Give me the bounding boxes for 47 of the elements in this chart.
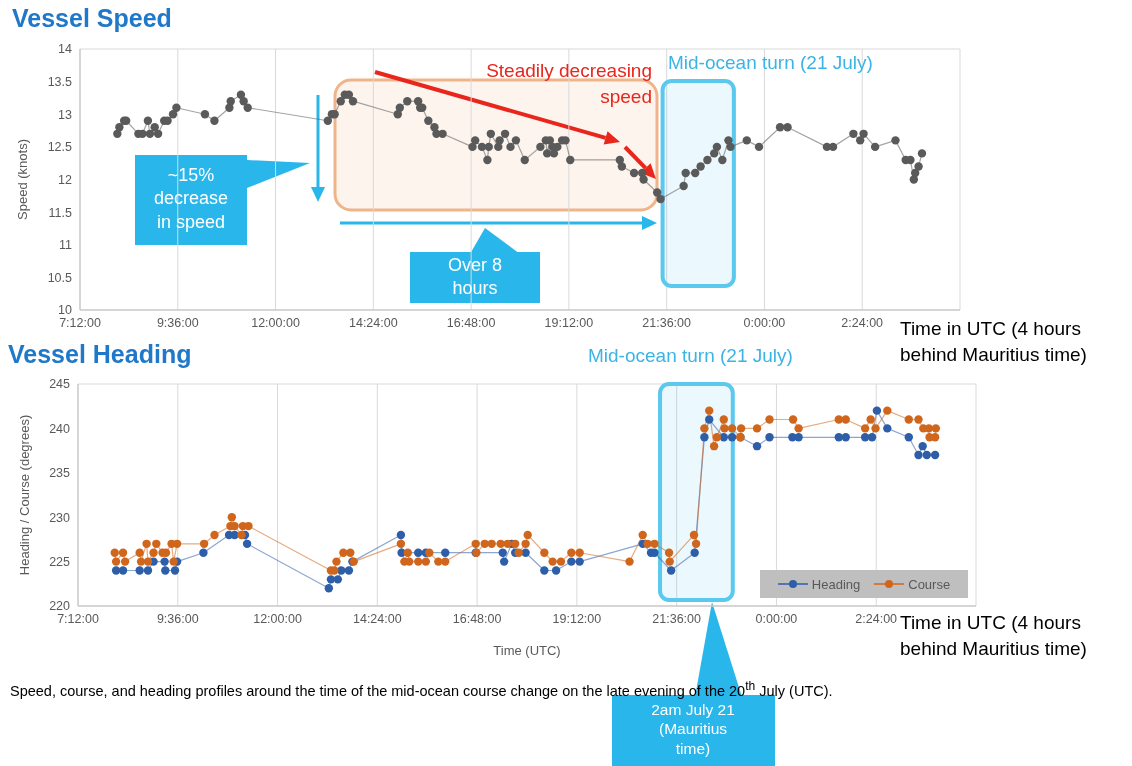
y-tick-label: 235	[49, 466, 71, 481]
x-tick-label: 16:48:00	[452, 611, 502, 626]
x-tick-label: 0:00:00	[755, 611, 798, 626]
band-label: Mid-ocean turn (21 July)	[588, 344, 794, 368]
legend-label: Heading	[810, 576, 861, 592]
legend-label: Course	[907, 576, 951, 592]
y-tick-label: 220	[49, 599, 71, 614]
y-tick-label: 12	[58, 172, 73, 187]
text: 2am July 21 (Mauritius time)	[650, 700, 736, 759]
x-tick-label: 9:36:00	[156, 315, 199, 330]
x-tick-label: 7:12:00	[57, 611, 99, 626]
chart-title: Vessel Heading	[8, 340, 192, 369]
x-tick-label: 12:00:00	[251, 315, 300, 330]
annotation: Steadily decreasing speed	[485, 59, 652, 109]
y-axis-title: Speed (knots)	[14, 139, 30, 220]
band-label: Mid-ocean turn (21 July)	[668, 51, 874, 75]
x-tick-label: 21:36:00	[652, 611, 702, 626]
text: Time in UTC (4 hours behind Mauritius time)	[900, 611, 1088, 661]
y-tick-label: 11	[59, 238, 73, 253]
x-tick-label: 19:12:00	[544, 315, 594, 330]
y-tick-label: 230	[49, 510, 71, 525]
x-tick-label: 9:36:00	[156, 611, 199, 626]
x-tick-label: 0:00:00	[743, 315, 786, 330]
y-tick-label: 12.5	[47, 140, 73, 155]
x-tick-label: 21:36:00	[642, 315, 692, 330]
x-axis-title: Time in UTC (4 hours behind Mauritius time)	[900, 317, 1088, 367]
x-tick-label: 2:24:00	[841, 315, 884, 330]
y-axis-title: Heading / Course (degrees)	[16, 414, 32, 576]
y-tick-label: 11.5	[48, 205, 73, 220]
y-tick-label: 245	[49, 377, 71, 392]
x-tick-label: 2:24:00	[855, 611, 898, 626]
x-axis-title: Time (UTC)	[492, 642, 562, 660]
x-tick-label: 14:24:00	[353, 611, 402, 626]
x-tick-label: 14:24:00	[349, 315, 398, 330]
annotation: Over 8 hours	[447, 254, 503, 301]
y-tick-label: 240	[49, 421, 71, 436]
x-tick-label: 19:12:00	[552, 611, 602, 626]
chart-title: Vessel Speed	[12, 4, 172, 33]
y-tick-label: 225	[49, 555, 71, 570]
x-tick-label: 16:48:00	[446, 315, 496, 330]
y-tick-label: 10.5	[47, 270, 73, 285]
x-tick-label: 12:00:00	[253, 611, 302, 626]
x-tick-label: 7:12:00	[59, 315, 101, 330]
y-tick-label: 13	[58, 107, 73, 122]
y-tick-label: 10	[58, 303, 73, 318]
y-tick-label: 14	[58, 42, 73, 57]
y-tick-label: 13.5	[47, 75, 73, 90]
